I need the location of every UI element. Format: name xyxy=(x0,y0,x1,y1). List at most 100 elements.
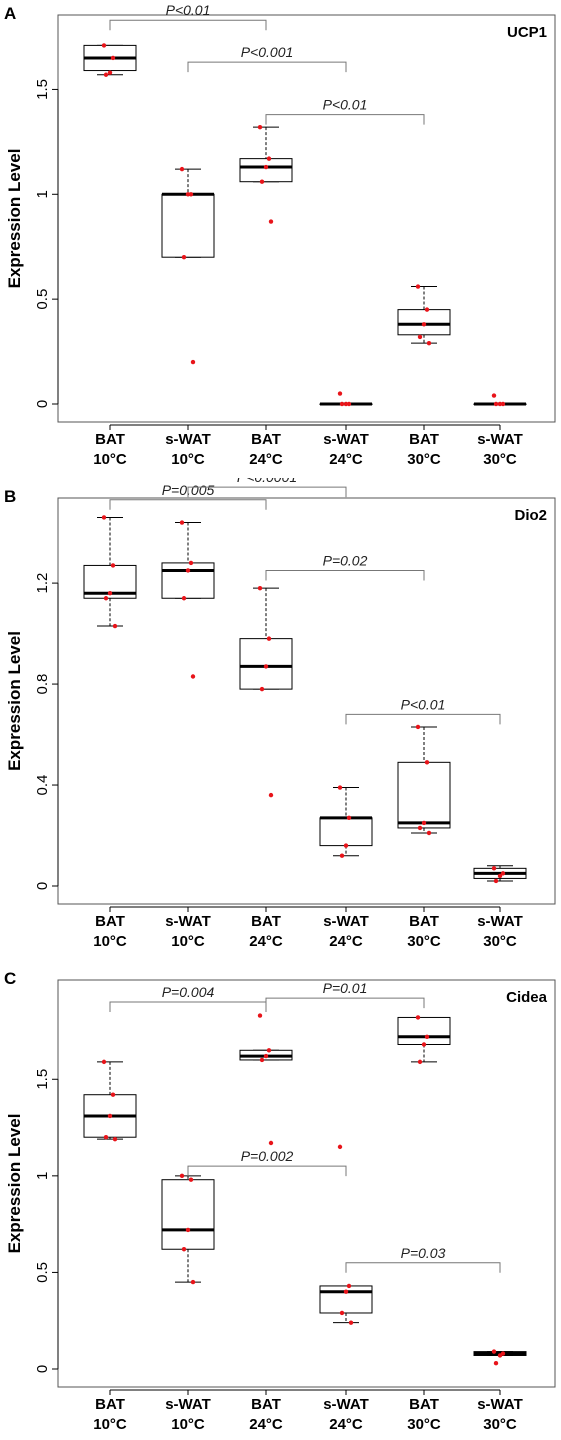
data-point xyxy=(417,334,423,340)
y-axis-label: Expression Level xyxy=(5,631,24,771)
data-point xyxy=(337,1144,343,1150)
data-point xyxy=(259,686,265,692)
box xyxy=(161,193,215,258)
p-value-label: P<0.01 xyxy=(323,97,368,113)
data-point xyxy=(421,820,427,826)
data-point xyxy=(101,1059,107,1065)
x-tick-label-temp: 30°C xyxy=(407,451,441,468)
data-point xyxy=(417,825,423,831)
y-tick-label: 0.5 xyxy=(34,1262,51,1283)
y-tick-label: 0 xyxy=(34,882,51,890)
plot-frame xyxy=(57,497,556,905)
significance-bracket xyxy=(109,499,267,510)
x-tick-label-temp: 24°C xyxy=(329,933,363,950)
x-tick-label-temp: 30°C xyxy=(483,933,517,950)
x-tick-label-temp: 24°C xyxy=(249,451,283,468)
x-tick-label-group: s-WAT xyxy=(323,1396,369,1413)
y-tick-label: 0.5 xyxy=(34,289,51,310)
y-axis-label: Expression Level xyxy=(5,1114,24,1254)
y-tick-label: 0 xyxy=(34,1365,51,1373)
data-point xyxy=(103,72,109,77)
data-point xyxy=(190,1279,196,1285)
significance-bracket xyxy=(187,1165,347,1177)
data-point xyxy=(348,1320,354,1325)
data-point xyxy=(424,307,430,312)
data-point xyxy=(268,792,274,798)
x-tick-label-group: BAT xyxy=(251,431,281,448)
x-tick-label-group: BAT xyxy=(409,1396,439,1413)
x-tick-label-group: s-WAT xyxy=(477,431,523,448)
data-point xyxy=(424,1034,430,1039)
data-point xyxy=(491,866,497,871)
data-point xyxy=(101,43,107,48)
data-point xyxy=(346,1283,352,1289)
chart-title: UCP1 xyxy=(507,24,547,41)
x-tick-label-group: BAT xyxy=(409,913,439,930)
data-point xyxy=(188,560,194,566)
significance-bracket xyxy=(109,19,267,31)
y-tick-label: 0.8 xyxy=(34,674,51,695)
x-tick-label-temp: 30°C xyxy=(483,1416,517,1433)
x-tick-label-temp: 30°C xyxy=(407,1416,441,1433)
data-point xyxy=(493,1361,499,1366)
panel-a: A UCP1 Expression Level 0 0.5 1 1.5 BAT 10°C s-WA… xyxy=(0,0,561,475)
data-point xyxy=(426,830,432,836)
data-point xyxy=(266,156,272,161)
p-value-label: P<0.01 xyxy=(166,2,211,18)
data-point xyxy=(339,853,345,858)
y-tick-label: 1.2 xyxy=(34,573,51,594)
data-point xyxy=(500,871,506,876)
data-point xyxy=(339,401,345,407)
data-point xyxy=(268,219,274,224)
data-point xyxy=(493,878,499,884)
data-point xyxy=(417,1059,423,1065)
significance-bracket xyxy=(265,114,425,125)
data-point xyxy=(424,760,430,765)
box xyxy=(161,562,215,599)
data-point xyxy=(101,515,107,520)
data-point xyxy=(112,1136,118,1142)
p-value-label: P<0.01 xyxy=(401,696,446,712)
x-tick-label-temp: 24°C xyxy=(249,1416,283,1433)
data-point xyxy=(181,596,187,601)
y-tick-label: 1 xyxy=(34,1172,51,1180)
significance-bracket xyxy=(187,486,347,498)
data-point xyxy=(185,192,191,197)
data-point xyxy=(421,1042,427,1047)
y-tick-label: 0 xyxy=(34,400,51,408)
significance-bracket xyxy=(265,569,425,581)
data-point xyxy=(107,70,113,75)
data-point xyxy=(103,1135,109,1140)
x-tick-label-group: BAT xyxy=(95,431,125,448)
x-tick-label-group: s-WAT xyxy=(477,913,523,930)
x-tick-label-temp: 24°C xyxy=(329,1416,363,1433)
data-point xyxy=(185,568,191,573)
data-point xyxy=(110,1092,116,1097)
data-point xyxy=(181,255,187,260)
data-point xyxy=(257,585,263,591)
data-point xyxy=(263,664,269,669)
data-point xyxy=(343,1289,349,1294)
chart-ucp1: A UCP1 Expression Level 0 0.5 1 1.5 BAT 10°C s-WA… xyxy=(4,2,556,468)
data-point xyxy=(491,1349,497,1354)
significance-bracket xyxy=(187,61,347,73)
data-point xyxy=(179,1173,185,1179)
x-tick-label-group: BAT xyxy=(251,913,281,930)
panel-letter: B xyxy=(4,487,16,506)
x-tick-label-temp: 30°C xyxy=(483,451,517,468)
p-value-label: P=0.004 xyxy=(162,984,215,1000)
p-value-label: P<0.001 xyxy=(241,44,294,60)
box xyxy=(239,638,293,690)
y-tick-label: 1.5 xyxy=(34,79,51,100)
data-point xyxy=(343,401,349,407)
data-point xyxy=(493,401,499,407)
data-point xyxy=(421,322,427,327)
data-point xyxy=(110,563,116,568)
x-tick-label-temp: 10°C xyxy=(93,933,127,950)
data-point xyxy=(266,1048,272,1053)
x-tick-label-group: s-WAT xyxy=(323,913,369,930)
significance-bracket xyxy=(265,997,425,1009)
data-point xyxy=(339,1310,345,1316)
data-point xyxy=(491,393,497,398)
data-point xyxy=(337,785,343,790)
